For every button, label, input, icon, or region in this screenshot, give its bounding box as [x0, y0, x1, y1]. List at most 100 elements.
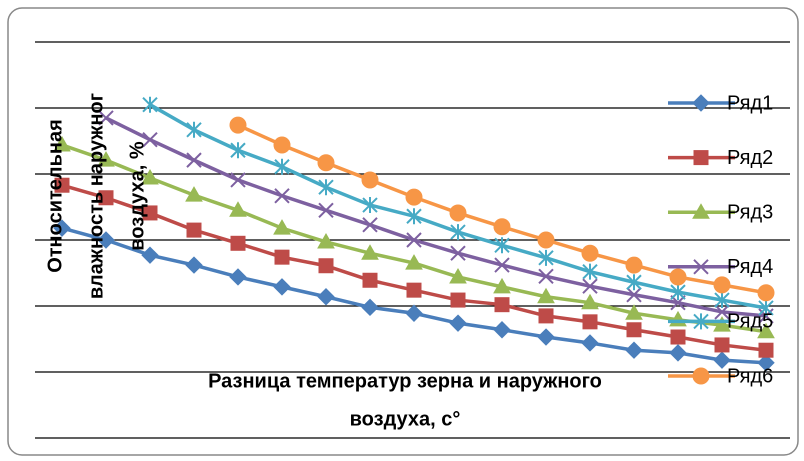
marker [318, 202, 334, 219]
marker [449, 267, 467, 284]
marker [229, 201, 247, 217]
marker [273, 219, 291, 235]
marker [317, 232, 335, 249]
marker [581, 334, 599, 352]
marker [53, 135, 71, 152]
marker [450, 224, 466, 241]
marker [97, 151, 115, 167]
marker [185, 186, 203, 202]
marker [406, 208, 422, 225]
marker [669, 344, 687, 362]
marker [53, 219, 71, 237]
marker [361, 298, 379, 317]
marker [274, 188, 290, 204]
x-axis-title: Разница температур зерна и наружного [208, 370, 602, 392]
marker [274, 158, 290, 175]
marker [693, 150, 709, 166]
marker [406, 282, 422, 298]
marker [670, 284, 686, 301]
marker [757, 284, 775, 302]
marker [141, 168, 159, 185]
marker [538, 268, 554, 285]
legend-label: Ряд4 [727, 256, 773, 278]
marker [141, 246, 159, 264]
marker [361, 244, 379, 260]
y-axis-title: воздуха, % [126, 141, 148, 251]
marker [714, 292, 730, 309]
y-axis-title: влажность наружног [85, 93, 107, 299]
marker [714, 304, 730, 320]
legend-label: Ряд6 [727, 365, 773, 387]
marker [97, 231, 115, 249]
marker [692, 367, 710, 385]
marker [405, 188, 423, 206]
marker [693, 259, 709, 275]
marker [713, 316, 731, 332]
marker [274, 249, 290, 265]
marker [625, 341, 643, 359]
marker [230, 142, 246, 159]
marker [142, 205, 158, 221]
marker [317, 154, 335, 172]
marker [230, 235, 246, 251]
marker [273, 136, 291, 154]
marker [670, 329, 686, 345]
marker [450, 245, 466, 261]
marker [98, 190, 114, 206]
marker [405, 304, 423, 322]
x-axis-title: воздуха, с° [350, 408, 461, 430]
marker [582, 314, 598, 330]
marker [318, 258, 334, 274]
marker [229, 268, 247, 286]
marker [449, 204, 467, 222]
marker [494, 257, 510, 273]
marker [626, 322, 642, 338]
marker [142, 131, 158, 148]
marker [493, 277, 511, 294]
marker [625, 304, 643, 320]
marker [361, 171, 379, 189]
legend-label: Ряд2 [727, 147, 773, 169]
marker [757, 354, 775, 372]
marker [142, 96, 158, 113]
marker [537, 328, 555, 346]
marker [449, 314, 467, 332]
marker [493, 218, 511, 236]
marker [581, 293, 599, 310]
marker [626, 274, 642, 291]
marker [581, 244, 599, 262]
marker [406, 232, 422, 248]
marker [537, 287, 555, 304]
marker [692, 94, 710, 112]
marker [54, 177, 70, 193]
marker [669, 268, 687, 286]
marker [273, 278, 291, 296]
marker [186, 222, 202, 238]
marker [229, 116, 247, 134]
marker [494, 237, 510, 254]
marker [714, 337, 730, 353]
legend-label: Ряд3 [727, 201, 773, 223]
series-line [105, 116, 767, 318]
marker [758, 342, 774, 358]
marker [713, 276, 731, 294]
marker [98, 110, 114, 126]
marker [582, 263, 598, 280]
marker [625, 256, 643, 274]
marker [693, 313, 709, 330]
marker [538, 308, 554, 324]
marker [362, 217, 378, 233]
marker [537, 231, 555, 249]
marker [362, 272, 378, 288]
marker [692, 203, 710, 219]
marker [185, 256, 203, 274]
legend-label: Ряд1 [727, 92, 773, 114]
marker [318, 179, 334, 196]
marker [626, 287, 642, 303]
marker [317, 288, 335, 306]
marker [582, 278, 598, 294]
marker [493, 321, 511, 339]
marker [362, 197, 378, 214]
marker [713, 351, 731, 369]
